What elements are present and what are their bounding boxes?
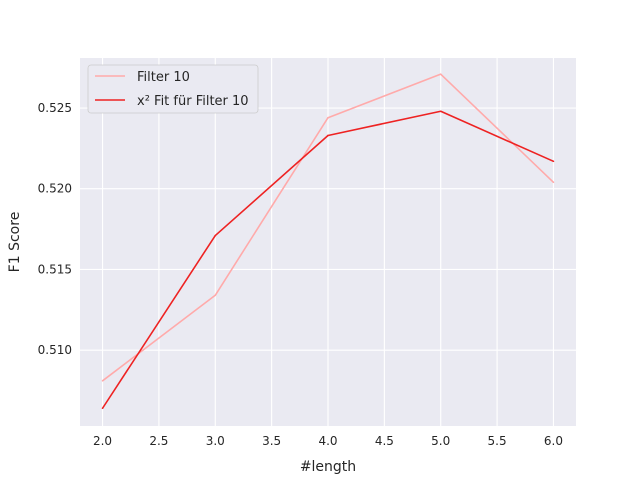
x-tick-label: 4.5: [375, 434, 394, 448]
x-tick-labels: 2.0 2.5 3.0 3.5 4.0 4.5 5.0 5.5 6.0: [93, 434, 563, 448]
data-point: [214, 294, 217, 297]
x-tick-label: 6.0: [544, 434, 563, 448]
x-tick-label: 5.5: [488, 434, 507, 448]
x-tick-label: 4.0: [318, 434, 337, 448]
legend-box: [87, 64, 259, 114]
x-tick-label: 2.0: [93, 434, 112, 448]
data-point: [439, 110, 442, 113]
legend-label-fit: x² Fit für Filter 10: [137, 94, 249, 109]
legend-label-filter-10: Filter 10: [137, 70, 190, 85]
y-tick-label: 0.510: [38, 343, 72, 357]
data-point: [327, 134, 329, 137]
data-point: [214, 234, 217, 237]
series-lines: [101, 73, 555, 410]
x-tick-label: 2.5: [149, 434, 168, 448]
y-tick-label: 0.520: [38, 182, 72, 196]
grid-lines: [80, 58, 576, 426]
data-point: [552, 160, 555, 163]
data-point: [552, 181, 555, 184]
y-tick-labels: 0.510 0.515 0.520 0.525: [38, 101, 72, 357]
data-point: [101, 380, 104, 382]
x-tick-label: 3.5: [262, 434, 281, 448]
y-tick-label: 0.525: [38, 101, 72, 115]
y-axis-label: F1 Score: [7, 212, 23, 273]
legend: Filter 10 x² Fit für Filter 10: [87, 64, 259, 114]
x-tick-label: 3.0: [206, 434, 225, 448]
data-point: [101, 407, 104, 410]
data-point: [439, 73, 442, 75]
x-tick-label: 5.0: [431, 434, 450, 448]
data-point: [327, 116, 329, 119]
y-tick-label: 0.515: [38, 262, 72, 276]
x-axis-label: #length: [300, 459, 356, 475]
